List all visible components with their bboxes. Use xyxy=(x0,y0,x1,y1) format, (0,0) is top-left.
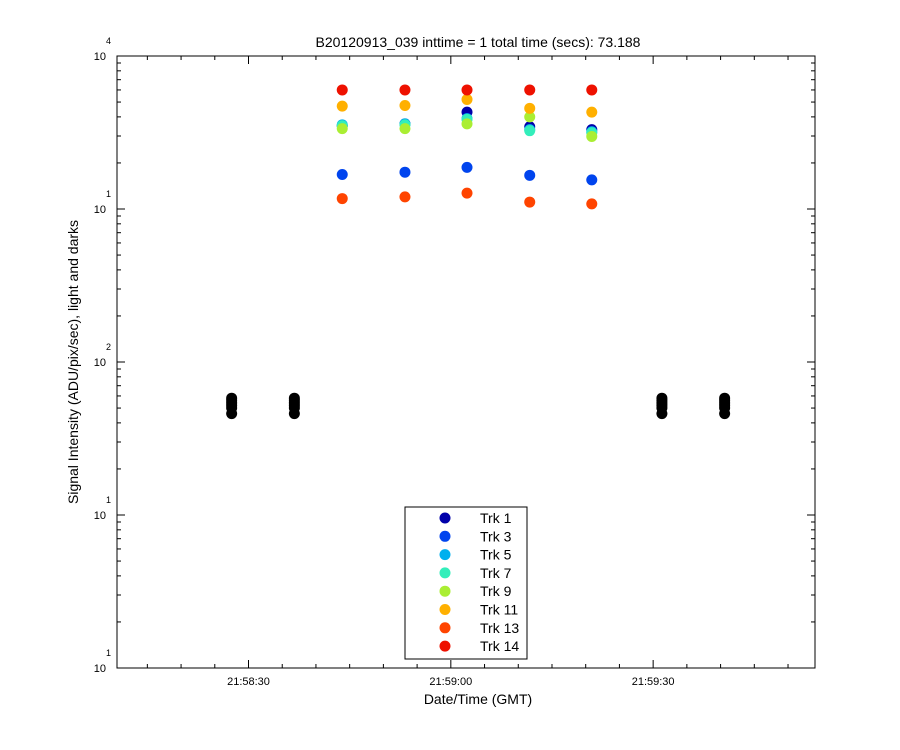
y-tick-exponent: 4 xyxy=(106,36,111,46)
darks-points xyxy=(226,392,731,420)
point-trk-11 xyxy=(586,106,598,118)
legend-label-trk-7: Trk 7 xyxy=(480,565,512,581)
legend-label-trk-13: Trk 13 xyxy=(480,620,519,636)
point-trk-14 xyxy=(336,84,348,96)
point-trk-11 xyxy=(399,99,411,111)
legend-label-trk-11: Trk 11 xyxy=(480,602,518,618)
legend-marker-trk-13 xyxy=(439,622,451,634)
point-trk-14 xyxy=(399,84,411,96)
point-trk-13 xyxy=(399,191,411,203)
point-trk-3 xyxy=(461,161,473,173)
dark-point xyxy=(288,392,300,404)
chart-title: B20120913_039 inttime = 1 total time (se… xyxy=(316,34,641,50)
point-trk-7 xyxy=(524,125,536,137)
point-trk-13 xyxy=(461,187,473,199)
point-trk-14 xyxy=(461,84,473,96)
legend-marker-trk-11 xyxy=(439,604,451,615)
point-trk-3 xyxy=(524,169,536,181)
x-tick-label: 21:59:00 xyxy=(429,676,472,688)
x-axis-label: Date/Time (GMT) xyxy=(424,691,532,707)
legend-label-trk-1: Trk 1 xyxy=(480,510,512,526)
point-trk-11 xyxy=(524,102,536,114)
point-trk-11 xyxy=(336,100,348,112)
dark-point xyxy=(719,392,731,404)
point-trk-3 xyxy=(586,174,598,186)
dark-point xyxy=(226,392,238,404)
point-trk-13 xyxy=(586,198,598,210)
legend-marker-trk-14 xyxy=(439,640,451,652)
legend-marker-trk-3 xyxy=(439,530,451,542)
point-trk-13 xyxy=(524,196,536,208)
point-trk-9 xyxy=(461,118,473,130)
dark-point xyxy=(656,392,668,404)
y-tick-label: 10 xyxy=(94,510,106,522)
y-tick-label: 10 xyxy=(94,663,106,675)
point-trk-11 xyxy=(461,93,473,105)
data-points xyxy=(336,84,598,210)
legend-box xyxy=(404,506,528,660)
point-trk-9 xyxy=(399,123,411,135)
legend-marker-trk-7 xyxy=(439,567,451,579)
legend-marker-trk-5 xyxy=(439,549,451,561)
y-tick-exponent: 2 xyxy=(106,342,111,352)
legend-label-trk-5: Trk 5 xyxy=(480,547,512,563)
y-tick-label: 10 xyxy=(94,204,106,216)
legend-marker-trk-1 xyxy=(439,512,451,524)
y-tick-label: 10 xyxy=(94,51,106,63)
y-axis-label: Signal Intensity (ADU/pix/sec), light an… xyxy=(65,220,81,504)
legend-label-trk-3: Trk 3 xyxy=(480,528,512,544)
x-axis-ticks: 21:58:30 21:59:00 21:59:30 xyxy=(146,56,789,688)
point-trk-13 xyxy=(336,193,348,205)
point-trk-9 xyxy=(336,123,348,135)
y-tick-exponent: 1 xyxy=(106,495,111,505)
point-trk-9 xyxy=(586,130,598,142)
point-trk-14 xyxy=(524,84,536,96)
legend-marker-trk-9 xyxy=(439,585,451,597)
x-tick-label: 21:59:30 xyxy=(632,676,675,688)
legend-label-trk-14: Trk 14 xyxy=(480,638,519,654)
x-tick-label: 21:58:30 xyxy=(227,676,270,688)
point-trk-3 xyxy=(336,169,348,181)
point-trk-9 xyxy=(524,111,536,123)
point-trk-14 xyxy=(586,84,598,96)
legend-label-trk-9: Trk 9 xyxy=(480,583,512,599)
legend: Trk 1 Trk 3 Trk 5 Trk 7 Trk 9 Trk 11 Trk 13 Trk… xyxy=(404,506,528,660)
y-tick-label: 10 xyxy=(94,357,106,369)
y-tick-exponent: 1 xyxy=(106,648,111,658)
point-trk-3 xyxy=(399,166,411,178)
y-tick-exponent: 1 xyxy=(106,189,111,199)
